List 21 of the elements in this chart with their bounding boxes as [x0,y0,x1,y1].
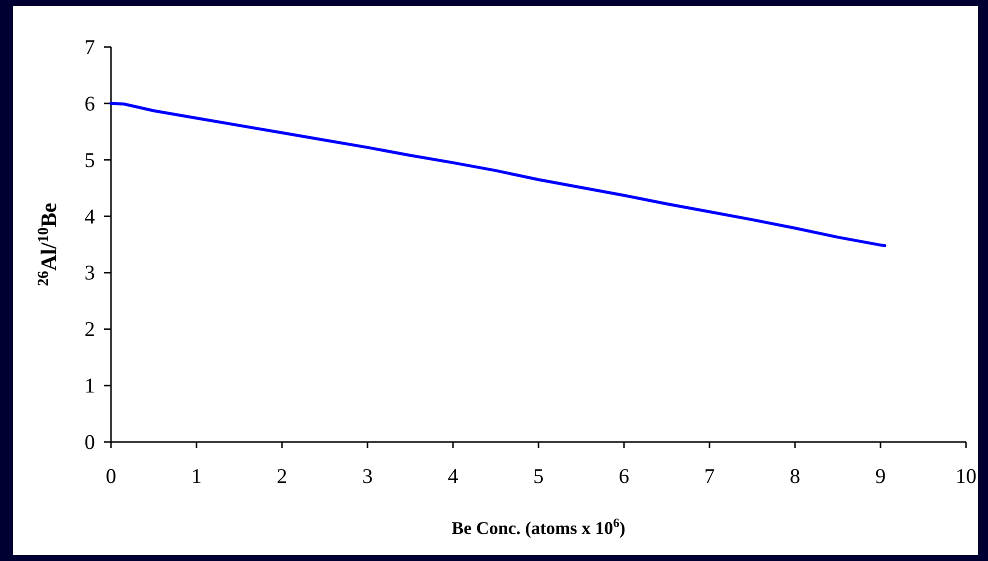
x-tick-label: 2 [276,464,288,488]
x-tick-label: 8 [790,464,800,488]
line-series [110,102,886,248]
y-tick-label: 5 [84,148,95,172]
x-tick-label: 4 [448,464,459,488]
x-axis-title: Be Conc. (atoms x 10$^{6}$) [452,516,626,538]
x-tick-label: 9 [875,464,886,488]
x-tick-label: 3 [362,464,373,488]
x-tick-label: 5 [533,464,544,488]
y-tick-label: 1 [84,374,95,398]
y-tick-label: 7 [84,35,95,59]
y-tick-label: 0 [84,430,95,454]
x-tick-label: 7 [704,464,715,488]
x-tick-label: 10 [956,464,976,488]
y-tick-label: 3 [84,260,95,285]
y-tick-label: 6 [84,91,95,116]
x-tick-label: 1 [191,464,202,488]
x-tick-label: 0 [106,464,116,488]
x-tick-label: 6 [618,464,630,488]
y-tick-label: 2 [84,317,95,342]
y-tick-label: 4 [84,204,96,228]
